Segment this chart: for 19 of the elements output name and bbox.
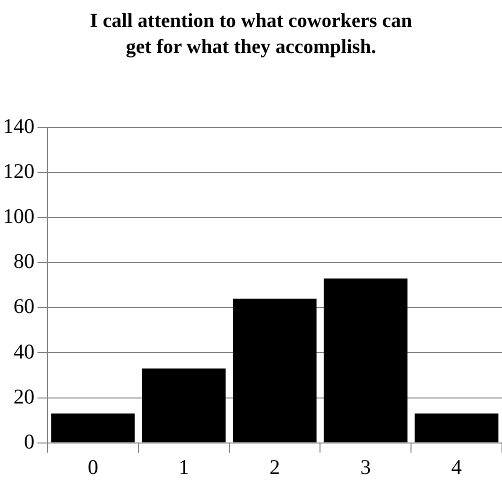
y-tick-label: 0: [24, 429, 34, 454]
chart-title: I call attention to what coworkers can get for what they accomplish.: [88, 9, 414, 60]
y-tick-label: 140: [3, 114, 34, 138]
x-tick-label: 3: [360, 454, 371, 479]
x-tick-label: 1: [178, 454, 190, 479]
y-tick-label: 80: [14, 249, 34, 274]
y-tick-label: 20: [14, 384, 34, 408]
y-tick-label: 40: [14, 339, 34, 364]
y-tick-label: 120: [3, 159, 34, 184]
x-tick-label: 4: [451, 454, 462, 479]
bar: [324, 278, 408, 442]
bar: [51, 414, 135, 442]
y-tick-label: 100: [3, 204, 34, 228]
x-tick-label: 2: [270, 454, 280, 479]
x-tick-label: 0: [88, 454, 98, 479]
bar: [142, 368, 226, 442]
y-tick-label: 60: [14, 294, 34, 318]
bar: [232, 298, 317, 442]
bar: [414, 414, 498, 442]
